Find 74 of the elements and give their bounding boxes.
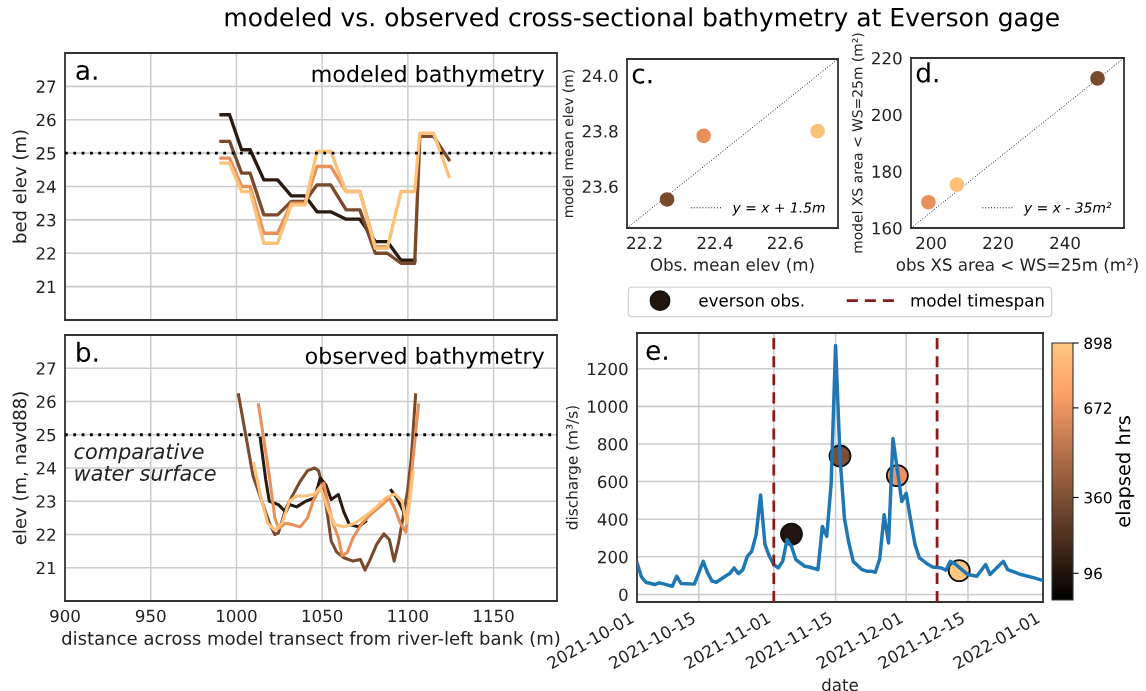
line-series xyxy=(637,343,1043,588)
x-axis-title: Obs. mean elev (m) xyxy=(650,258,814,273)
x-tick-label: 200 xyxy=(916,236,946,250)
y-tick-label: 23 xyxy=(36,213,56,227)
y-axis-title: discharge (m³/s) xyxy=(565,406,581,530)
x-tick-label: 22.6 xyxy=(767,236,803,250)
x-tick-label: 1050 xyxy=(302,609,343,623)
legend-label: y = x + 1.5m xyxy=(732,202,825,216)
y-tick-label: 25 xyxy=(36,428,56,442)
x-tick-label: 220 xyxy=(983,236,1013,250)
x-tick-label: 240 xyxy=(1050,236,1080,250)
y-tick-label: 0 xyxy=(619,588,628,602)
y-axis-title: model XS area < WS=25m (m²) xyxy=(851,33,865,253)
annotation: e. xyxy=(646,345,667,361)
annotation: b. xyxy=(77,341,98,363)
x-tick-label: 950 xyxy=(135,609,166,623)
y-tick-label: 200 xyxy=(872,108,902,122)
y-tick-label: 400 xyxy=(597,513,628,526)
legend-label: model timespan xyxy=(911,293,1044,310)
line-series xyxy=(252,461,415,532)
y-tick-label: 1000 xyxy=(588,400,628,413)
y-tick-label: 23.6 xyxy=(582,180,618,194)
x-tick-label: 1100 xyxy=(388,609,428,623)
x-axis-title: obs XS area < WS=25m (m²) xyxy=(896,258,1138,273)
y-tick-label: 22 xyxy=(36,528,55,541)
y-tick-label: 180 xyxy=(872,165,902,178)
y-tick-label: 800 xyxy=(597,437,628,451)
x-tick-label: 22.2 xyxy=(627,236,662,249)
color-bar-label: 360 xyxy=(1084,491,1112,504)
x-tick-label: 22.4 xyxy=(697,236,733,249)
legend-label: y = x - 35m² xyxy=(1023,202,1112,216)
x-tick-label: 1000 xyxy=(217,609,257,623)
y-axis-title: bed elev (m) xyxy=(12,130,29,243)
point xyxy=(696,128,711,144)
y-tick-label: 21 xyxy=(36,280,56,293)
y-tick-label: 25 xyxy=(36,147,56,160)
point xyxy=(810,123,825,139)
x-axis-title: date xyxy=(822,678,858,691)
y-tick-label: 27 xyxy=(36,362,56,375)
legend-label: everson obs. xyxy=(699,293,804,307)
y-tick-label: 600 xyxy=(598,475,628,489)
y-axis-title: elev (m, navd88) xyxy=(12,392,29,545)
y-axis-title: model mean elev (m) xyxy=(562,69,575,217)
color-bar-label: 898 xyxy=(1084,337,1112,350)
y-tick-label: 24 xyxy=(36,180,56,193)
y-tick-label: 1200 xyxy=(588,362,628,376)
ref-line-label: comparative water surface xyxy=(74,443,216,481)
y-tick-label: 26 xyxy=(36,395,56,409)
point xyxy=(1090,71,1105,86)
point xyxy=(659,192,675,207)
annotation: a. xyxy=(76,64,97,81)
annotation: d. xyxy=(916,62,938,83)
annotation: modeled bathymetry xyxy=(312,65,545,87)
y-tick-label: 23 xyxy=(36,495,56,508)
y-tick-label: 160 xyxy=(872,221,902,235)
y-tick-label: 220 xyxy=(872,51,902,65)
y-tick-label: 24 xyxy=(36,461,56,475)
color-bar-label: 672 xyxy=(1084,402,1112,414)
y-tick-label: 26 xyxy=(36,113,56,127)
x-tick-label: 1150 xyxy=(474,609,514,623)
y-tick-label: 24.0 xyxy=(582,69,618,83)
annotation: c. xyxy=(632,68,652,84)
point xyxy=(921,194,936,210)
color-bar-title: elapsed hrs xyxy=(1115,416,1135,527)
y-tick-label: 22 xyxy=(36,247,55,260)
y-tick-label: 200 xyxy=(598,550,628,564)
y-tick-label: 23.8 xyxy=(582,125,618,138)
x-tick-label: 900 xyxy=(50,609,80,623)
point xyxy=(949,177,965,192)
text: modeled vs. observed cross-sectional bathymetry at Everson gage xyxy=(225,7,1059,32)
annotation: observed bathymetry xyxy=(305,346,545,369)
y-tick-label: 21 xyxy=(36,561,56,575)
color-bar-label: 96 xyxy=(1084,567,1102,580)
y-tick-label: 27 xyxy=(36,80,56,93)
